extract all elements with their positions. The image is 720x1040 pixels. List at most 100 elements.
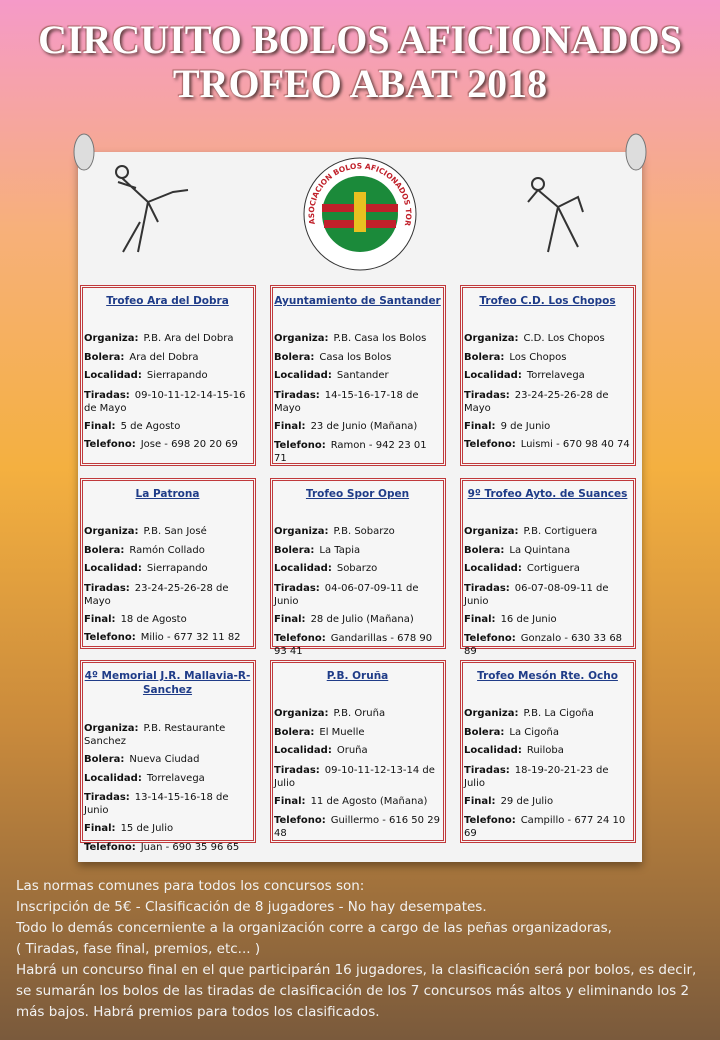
field: Tiradas: 13-14-15-16-18 de Junio — [84, 788, 251, 820]
field-value: Cortiguera — [526, 563, 580, 575]
field-label: Localidad: — [84, 370, 142, 382]
title-line: CIRCUITO BOLOS AFICIONADOS — [38, 17, 682, 62]
field-value: C.D. Los Chopos — [523, 333, 605, 344]
field-value: Ramón Collado — [129, 544, 205, 556]
field-label: Organiza: — [464, 526, 519, 537]
field-label: Localidad: — [274, 745, 332, 757]
field: Bolera: Ramón Collado — [84, 542, 251, 561]
field-label: Localidad: — [464, 563, 522, 575]
field-label: Tiradas: — [464, 389, 510, 401]
field-label: Organiza: — [84, 526, 139, 537]
field-value: Casa los Bolos — [319, 351, 392, 363]
field: Telefono: Ramon - 942 23 01 71 — [274, 436, 441, 468]
field-value: El Muelle — [319, 726, 365, 738]
field-label: Organiza: — [274, 708, 329, 719]
field: Bolera: Casa los Bolos — [274, 349, 441, 368]
fields: Organiza: P.B. La Cigoña Bolera: La Cigoña L… — [464, 705, 631, 843]
event-card: P.B. Oruña Organiza: P.B. Oruña Bolera: El M… — [270, 660, 446, 843]
field: Bolera: La Quintana — [464, 542, 631, 561]
field: Tiradas: 09-10-11-12-14-15-16 de Mayo — [84, 386, 251, 418]
footer-line: ( Tiradas, fase final, premios, etc... ) — [16, 941, 261, 957]
field: Organiza: P.B. Sobarzo — [274, 523, 441, 542]
field-value: P.B. Sobarzo — [333, 526, 395, 537]
field-label: Tiradas: — [84, 582, 130, 594]
fields: Organiza: P.B. San José Bolera: Ramón Colla… — [84, 523, 251, 648]
field-value: P.B. San José — [143, 526, 207, 537]
field-value: Gonzalo - 630 33 68 89 — [464, 633, 623, 658]
field: Localidad: Ruiloba — [464, 742, 631, 761]
field-value: La Quintana — [509, 544, 571, 556]
field-value: Sobarzo — [336, 563, 378, 575]
field-value: 9 de Junio — [500, 420, 551, 432]
field-label: Organiza: — [274, 526, 329, 537]
fields: Organiza: P.B. Ara del Dobra Bolera: Ara de… — [84, 330, 251, 455]
field-label: Bolera: — [464, 351, 505, 363]
sheet-art: ASOCIACION BOLOS AFICIONADOS TORRELAVEGA — [115, 157, 584, 271]
field: Tiradas: 14-15-16-17-18 de Mayo — [274, 386, 441, 418]
field-value: 23-24-25-26-28 de Mayo — [84, 582, 229, 607]
field-label: Final: — [274, 795, 306, 807]
field: Tiradas: 09-10-11-12-13-14 de Julio — [274, 761, 441, 793]
logo: ASOCIACION BOLOS AFICIONADOS TORRELAVEGA — [303, 157, 417, 271]
field-label: Bolera: — [464, 726, 505, 738]
card-title: Ayuntamiento de Santander — [274, 295, 441, 307]
field-label: Bolera: — [274, 351, 315, 363]
event-card: Ayuntamiento de Santander Organiza: P.B. C… — [270, 285, 446, 466]
fields: Organiza: P.B. Casa los Bolos Bolera: Casa … — [274, 330, 441, 468]
field-value: 14-15-16-17-18 de Mayo — [274, 389, 419, 414]
field: Tiradas: 06-07-08-09-11 de Junio — [464, 579, 631, 611]
field-value: Jose - 698 20 20 69 — [140, 439, 238, 451]
field-value: P.B. Oruña — [333, 708, 386, 719]
footer-line: Habrá un concurso final en el que partic… — [16, 962, 697, 978]
field-value: 5 de Agosto — [120, 420, 181, 432]
field-label: Telefono: — [84, 439, 136, 451]
event-card: Trofeo Ara del Dobra Organiza: P.B. Ara de… — [80, 285, 256, 466]
field-label: Final: — [464, 795, 496, 807]
title: CIRCUITO BOLOS AFICIONADOS TROFEO ABAT 2… — [0, 18, 720, 106]
field: Telefono: Juan - 690 35 96 65 — [84, 839, 251, 858]
field-label: Final: — [464, 420, 496, 432]
field-label: Localidad: — [274, 563, 332, 575]
field-value: 09-10-11-12-13-14 de Julio — [274, 764, 435, 789]
field: Organiza: P.B. Cortiguera — [464, 523, 631, 542]
field-label: Telefono: — [274, 815, 326, 827]
event-card: La Patrona Organiza: P.B. San José Bolera: R… — [80, 478, 256, 649]
footer-line: más bajos. Habrá premios para todos los … — [16, 1004, 380, 1020]
field-label: Organiza: — [274, 333, 329, 344]
field-label: Bolera: — [84, 754, 125, 765]
footer-line: Todo lo demás concerniente a la organiza… — [16, 920, 612, 936]
card-title: Trofeo Ara del Dobra — [106, 295, 229, 307]
field: Localidad: Torrelavega — [84, 770, 251, 789]
field: Telefono: Gandarillas - 678 90 93 41 — [274, 629, 441, 661]
field: Bolera: El Muelle — [274, 724, 441, 743]
field-label: Organiza: — [464, 333, 519, 344]
field-value: La Cigoña — [509, 726, 559, 738]
pins — [73, 133, 647, 171]
event-card: Trofeo Spor Open Organiza: P.B. Sobarzo Bol… — [270, 478, 446, 657]
fields: Organiza: P.B. Sobarzo Bolera: La Tapia Loca… — [274, 523, 441, 661]
field: Bolera: Nueva Ciudad — [84, 751, 251, 770]
field-value: Ramon - 942 23 01 71 — [274, 440, 427, 465]
fields: Organiza: P.B. Cortiguera Bolera: La Quinta… — [464, 523, 631, 661]
footer-line: Las normas comunes para todos los concur… — [16, 878, 365, 894]
field: Localidad: Santander — [274, 367, 441, 386]
card-title: Trofeo Mesón Rte. Ocho — [477, 670, 618, 682]
card-title: 9º Trofeo Ayto. de Suances — [467, 488, 628, 500]
field: Tiradas: 18-19-20-21-23 de Julio — [464, 761, 631, 793]
field: Tiradas: 04-06-07-09-11 de Junio — [274, 579, 441, 611]
field-value: 04-06-07-09-11 de Junio — [274, 582, 419, 607]
bowler-left — [115, 165, 189, 253]
field: Telefono: Gonzalo - 630 33 68 89 — [464, 629, 631, 661]
field: Telefono: Jose - 698 20 20 69 — [84, 436, 251, 455]
field: Bolera: La Tapia — [274, 542, 441, 561]
field-label: Telefono: — [464, 815, 516, 827]
field-label: Telefono: — [274, 440, 326, 452]
field-value: Ara del Dobra — [129, 351, 199, 363]
field-value: Sierrapando — [146, 563, 208, 575]
fields: Organiza: P.B. Restaurante Sanchez Bolera:… — [84, 719, 251, 857]
field-label: Tiradas: — [274, 389, 320, 401]
field: Organiza: P.B. Restaurante Sanchez — [84, 719, 251, 751]
field-value: 13-14-15-16-18 de Junio — [84, 792, 229, 817]
field-value: 11 de Agosto (Mañana) — [310, 795, 428, 807]
title-line: TROFEO ABAT 2018 — [172, 61, 548, 106]
